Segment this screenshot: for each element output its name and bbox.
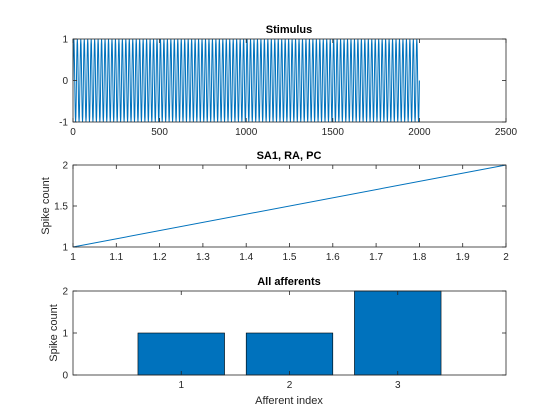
sa1-ra-pc-xtick-label: 1.6 [326,252,340,263]
all-afferents-bar-2 [245,332,334,376]
sa1-ra-pc-xtick-label: 1.8 [412,252,426,263]
sa1-ra-pc-ytick-label: 1 [62,243,68,254]
stimulus-xtick-label: 0 [70,127,76,138]
sa1-ra-pc-ytick-label: 1.5 [54,202,68,213]
stimulus-series-line-0 [72,38,420,123]
stimulus-xtick-label: 1000 [235,127,258,138]
all-afferents-ytick-label: 1 [62,329,68,340]
sa1-ra-pc-xtick-label: 1 [70,252,76,263]
stimulus-plot-area [72,38,420,123]
stimulus-ytick-label: 0 [62,76,68,87]
sa1-ra-pc-title: SA1, RA, PC [257,150,322,162]
sa1-ra-pc-series-line-0 [72,164,507,248]
sa1-ra-pc-axes: SA1, RA, PC Spike count 1 1.1 1.2 1.3 1.4 1.5… [40,150,509,263]
stimulus-ytick-label: 1 [62,35,68,46]
all-afferents-xtick-label: 1 [178,380,184,391]
all-afferents-bar-1 [137,332,225,376]
stimulus-xtick-label: 1500 [322,127,345,138]
all-afferents-ylabel: Spike count [48,304,60,361]
all-afferents-xlabel: Afferent index [255,395,323,407]
all-afferents-xtick-label: 2 [287,380,293,391]
stimulus-xtick-label: 2500 [495,127,518,138]
all-afferents-plot-area [137,290,442,376]
sa1-ra-pc-xtick-label: 1.3 [196,252,210,263]
stimulus-title: Stimulus [266,24,312,36]
sa1-ra-pc-xtick-label: 1.5 [283,252,297,263]
sa1-ra-pc-xtick-label: 1.1 [109,252,123,263]
stimulus-xtick-label: 2000 [408,127,431,138]
all-afferents-ytick-label: 2 [62,287,68,298]
all-afferents-axes: All afferents Spike count Afferent index… [48,276,507,407]
all-afferents-xtick-label: 3 [395,380,401,391]
all-afferents-bar-3 [354,290,442,376]
stimulus-axes: Stimulus 0 500 1000 1500 2000 2500-101 [59,24,517,138]
sa1-ra-pc-ylabel: Spike count [40,177,52,234]
stimulus-xtick-label: 500 [151,127,168,138]
all-afferents-ytick-label: 0 [62,371,68,382]
sa1-ra-pc-xtick-label: 1.7 [369,252,383,263]
sa1-ra-pc-ytick-label: 2 [62,161,68,172]
sa1-ra-pc-xtick-label: 2 [503,252,509,263]
sa1-ra-pc-xtick-label: 1.4 [239,252,253,263]
all-afferents-title: All afferents [257,276,321,288]
sa1-ra-pc-plot-area [72,164,507,248]
sa1-ra-pc-xtick-label: 1.2 [153,252,167,263]
sa1-ra-pc-xtick-label: 1.9 [456,252,470,263]
stimulus-ytick-label: -1 [59,118,68,129]
